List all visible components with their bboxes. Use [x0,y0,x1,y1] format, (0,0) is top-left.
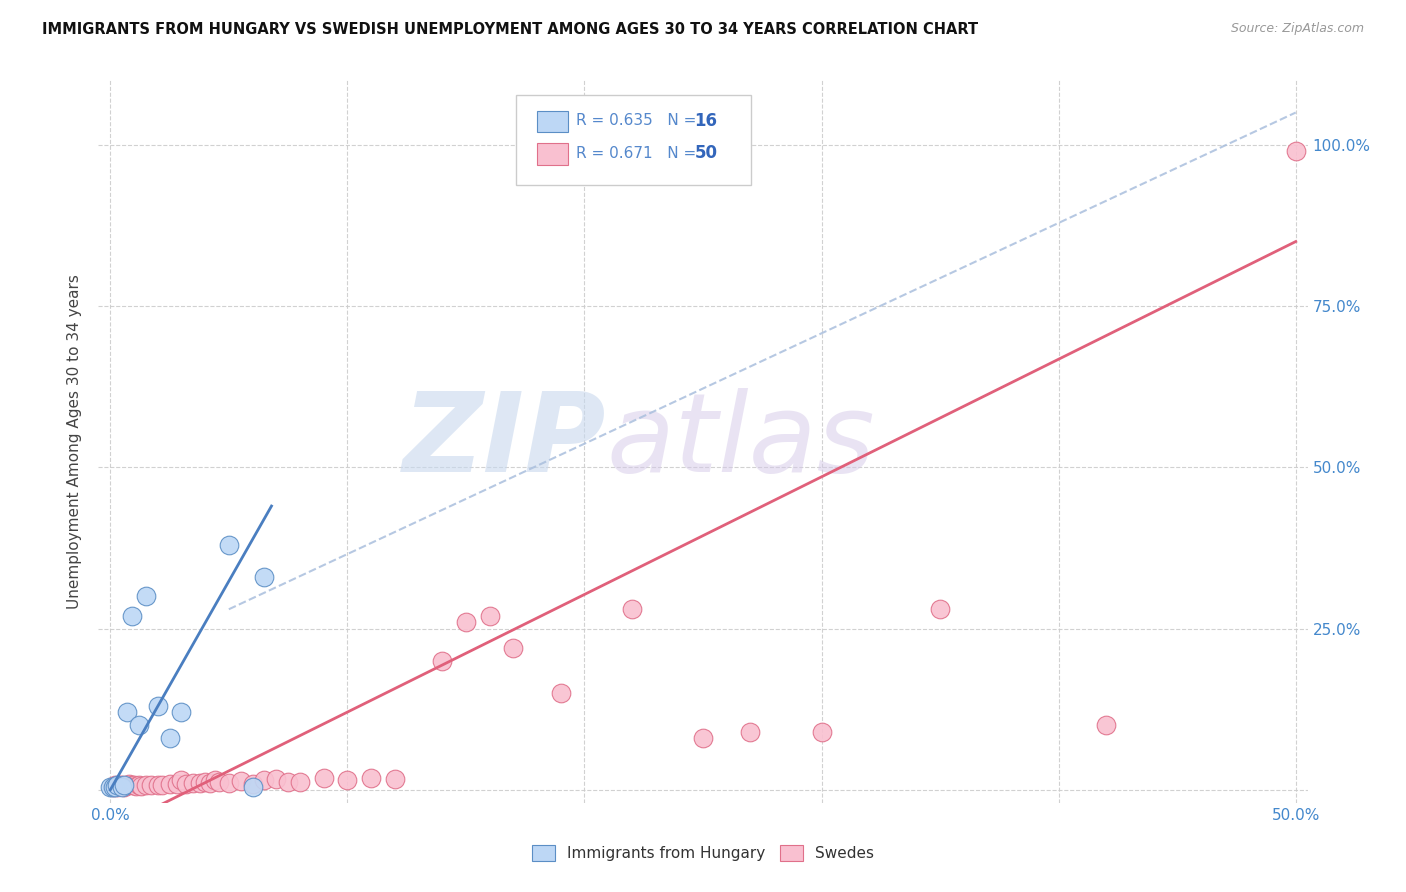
Point [198,776,221,790]
Legend: Immigrants from Hungary, Swedes: Immigrants from Hungary, Swedes [526,839,880,867]
Text: ZIP: ZIP [402,388,606,495]
FancyBboxPatch shape [537,143,568,165]
Point [128,778,150,792]
Point [139,778,162,792]
Point [692,731,714,746]
Point [159,731,181,746]
Point [740,724,762,739]
Point [810,724,832,739]
Point [204,773,226,788]
Point [105,778,128,792]
Point [121,608,143,623]
Point [129,779,152,793]
Text: IMMIGRANTS FROM HUNGARY VS SWEDISH UNEMPLOYMENT AMONG AGES 30 TO 34 YEARS CORREL: IMMIGRANTS FROM HUNGARY VS SWEDISH UNEMP… [42,22,979,37]
Text: R = 0.671   N =: R = 0.671 N = [576,145,702,161]
Point [170,706,193,720]
Point [218,776,240,790]
Point [208,775,231,789]
Point [118,777,141,791]
Point [166,777,188,791]
FancyBboxPatch shape [516,95,751,185]
Point [121,778,143,792]
Point [253,570,276,584]
Point [146,778,169,792]
Point [105,780,128,794]
Point [128,718,150,732]
Point [125,779,148,793]
Point [253,773,276,788]
Point [432,654,454,668]
Point [98,780,121,794]
Point [1285,145,1308,159]
Point [152,778,174,792]
Y-axis label: Unemployment Among Ages 30 to 34 years: Unemployment Among Ages 30 to 34 years [67,274,83,609]
Point [242,777,264,791]
Text: Source: ZipAtlas.com: Source: ZipAtlas.com [1230,22,1364,36]
Point [101,780,124,794]
Point [312,772,335,786]
Point [122,778,145,792]
Point [478,608,501,623]
Point [108,778,131,792]
Point [114,778,136,792]
Point [264,772,287,786]
Point [135,590,157,604]
Point [550,686,572,700]
Text: 16: 16 [695,112,717,129]
Point [115,706,138,720]
Text: atlas: atlas [606,388,875,495]
Point [181,776,204,790]
Point [336,773,359,788]
Point [111,780,134,794]
Point [384,772,406,786]
Point [929,602,952,616]
Point [111,778,134,792]
Point [194,774,217,789]
Point [1095,718,1118,732]
Point [288,775,311,789]
Text: 50: 50 [695,145,717,162]
Point [114,780,136,794]
Point [115,778,138,792]
Point [135,778,157,792]
Point [170,773,193,788]
Point [229,773,252,788]
Text: R = 0.635   N =: R = 0.635 N = [576,113,702,128]
Point [360,772,382,786]
Point [502,640,524,655]
Point [190,776,212,790]
Point [277,774,299,789]
Point [146,699,169,714]
Point [104,780,127,794]
Point [101,780,124,794]
Point [620,602,643,616]
Point [104,778,127,792]
Point [159,777,181,791]
Point [454,615,477,630]
Point [174,777,197,791]
Point [218,538,240,552]
FancyBboxPatch shape [537,111,568,132]
Point [242,780,264,794]
